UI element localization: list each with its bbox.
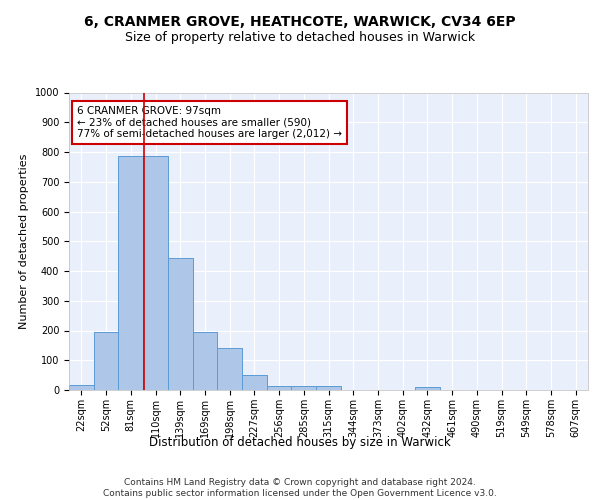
Text: Size of property relative to detached houses in Warwick: Size of property relative to detached ho…	[125, 31, 475, 44]
Bar	[193, 332, 217, 390]
Bar	[143, 156, 168, 390]
Text: 6 CRANMER GROVE: 97sqm
← 23% of detached houses are smaller (590)
77% of semi-de: 6 CRANMER GROVE: 97sqm ← 23% of detached…	[77, 106, 342, 139]
Text: 6, CRANMER GROVE, HEATHCOTE, WARWICK, CV34 6EP: 6, CRANMER GROVE, HEATHCOTE, WARWICK, CV…	[84, 16, 516, 30]
Bar	[118, 156, 143, 390]
Bar	[69, 384, 94, 390]
Bar	[217, 348, 242, 390]
Bar	[94, 332, 118, 390]
Text: Distribution of detached houses by size in Warwick: Distribution of detached houses by size …	[149, 436, 451, 449]
Bar	[267, 386, 292, 390]
Bar	[292, 386, 316, 390]
Bar	[242, 375, 267, 390]
Bar	[316, 386, 341, 390]
Text: Contains HM Land Registry data © Crown copyright and database right 2024.
Contai: Contains HM Land Registry data © Crown c…	[103, 478, 497, 498]
Bar	[168, 258, 193, 390]
Bar	[415, 387, 440, 390]
Y-axis label: Number of detached properties: Number of detached properties	[19, 154, 29, 329]
